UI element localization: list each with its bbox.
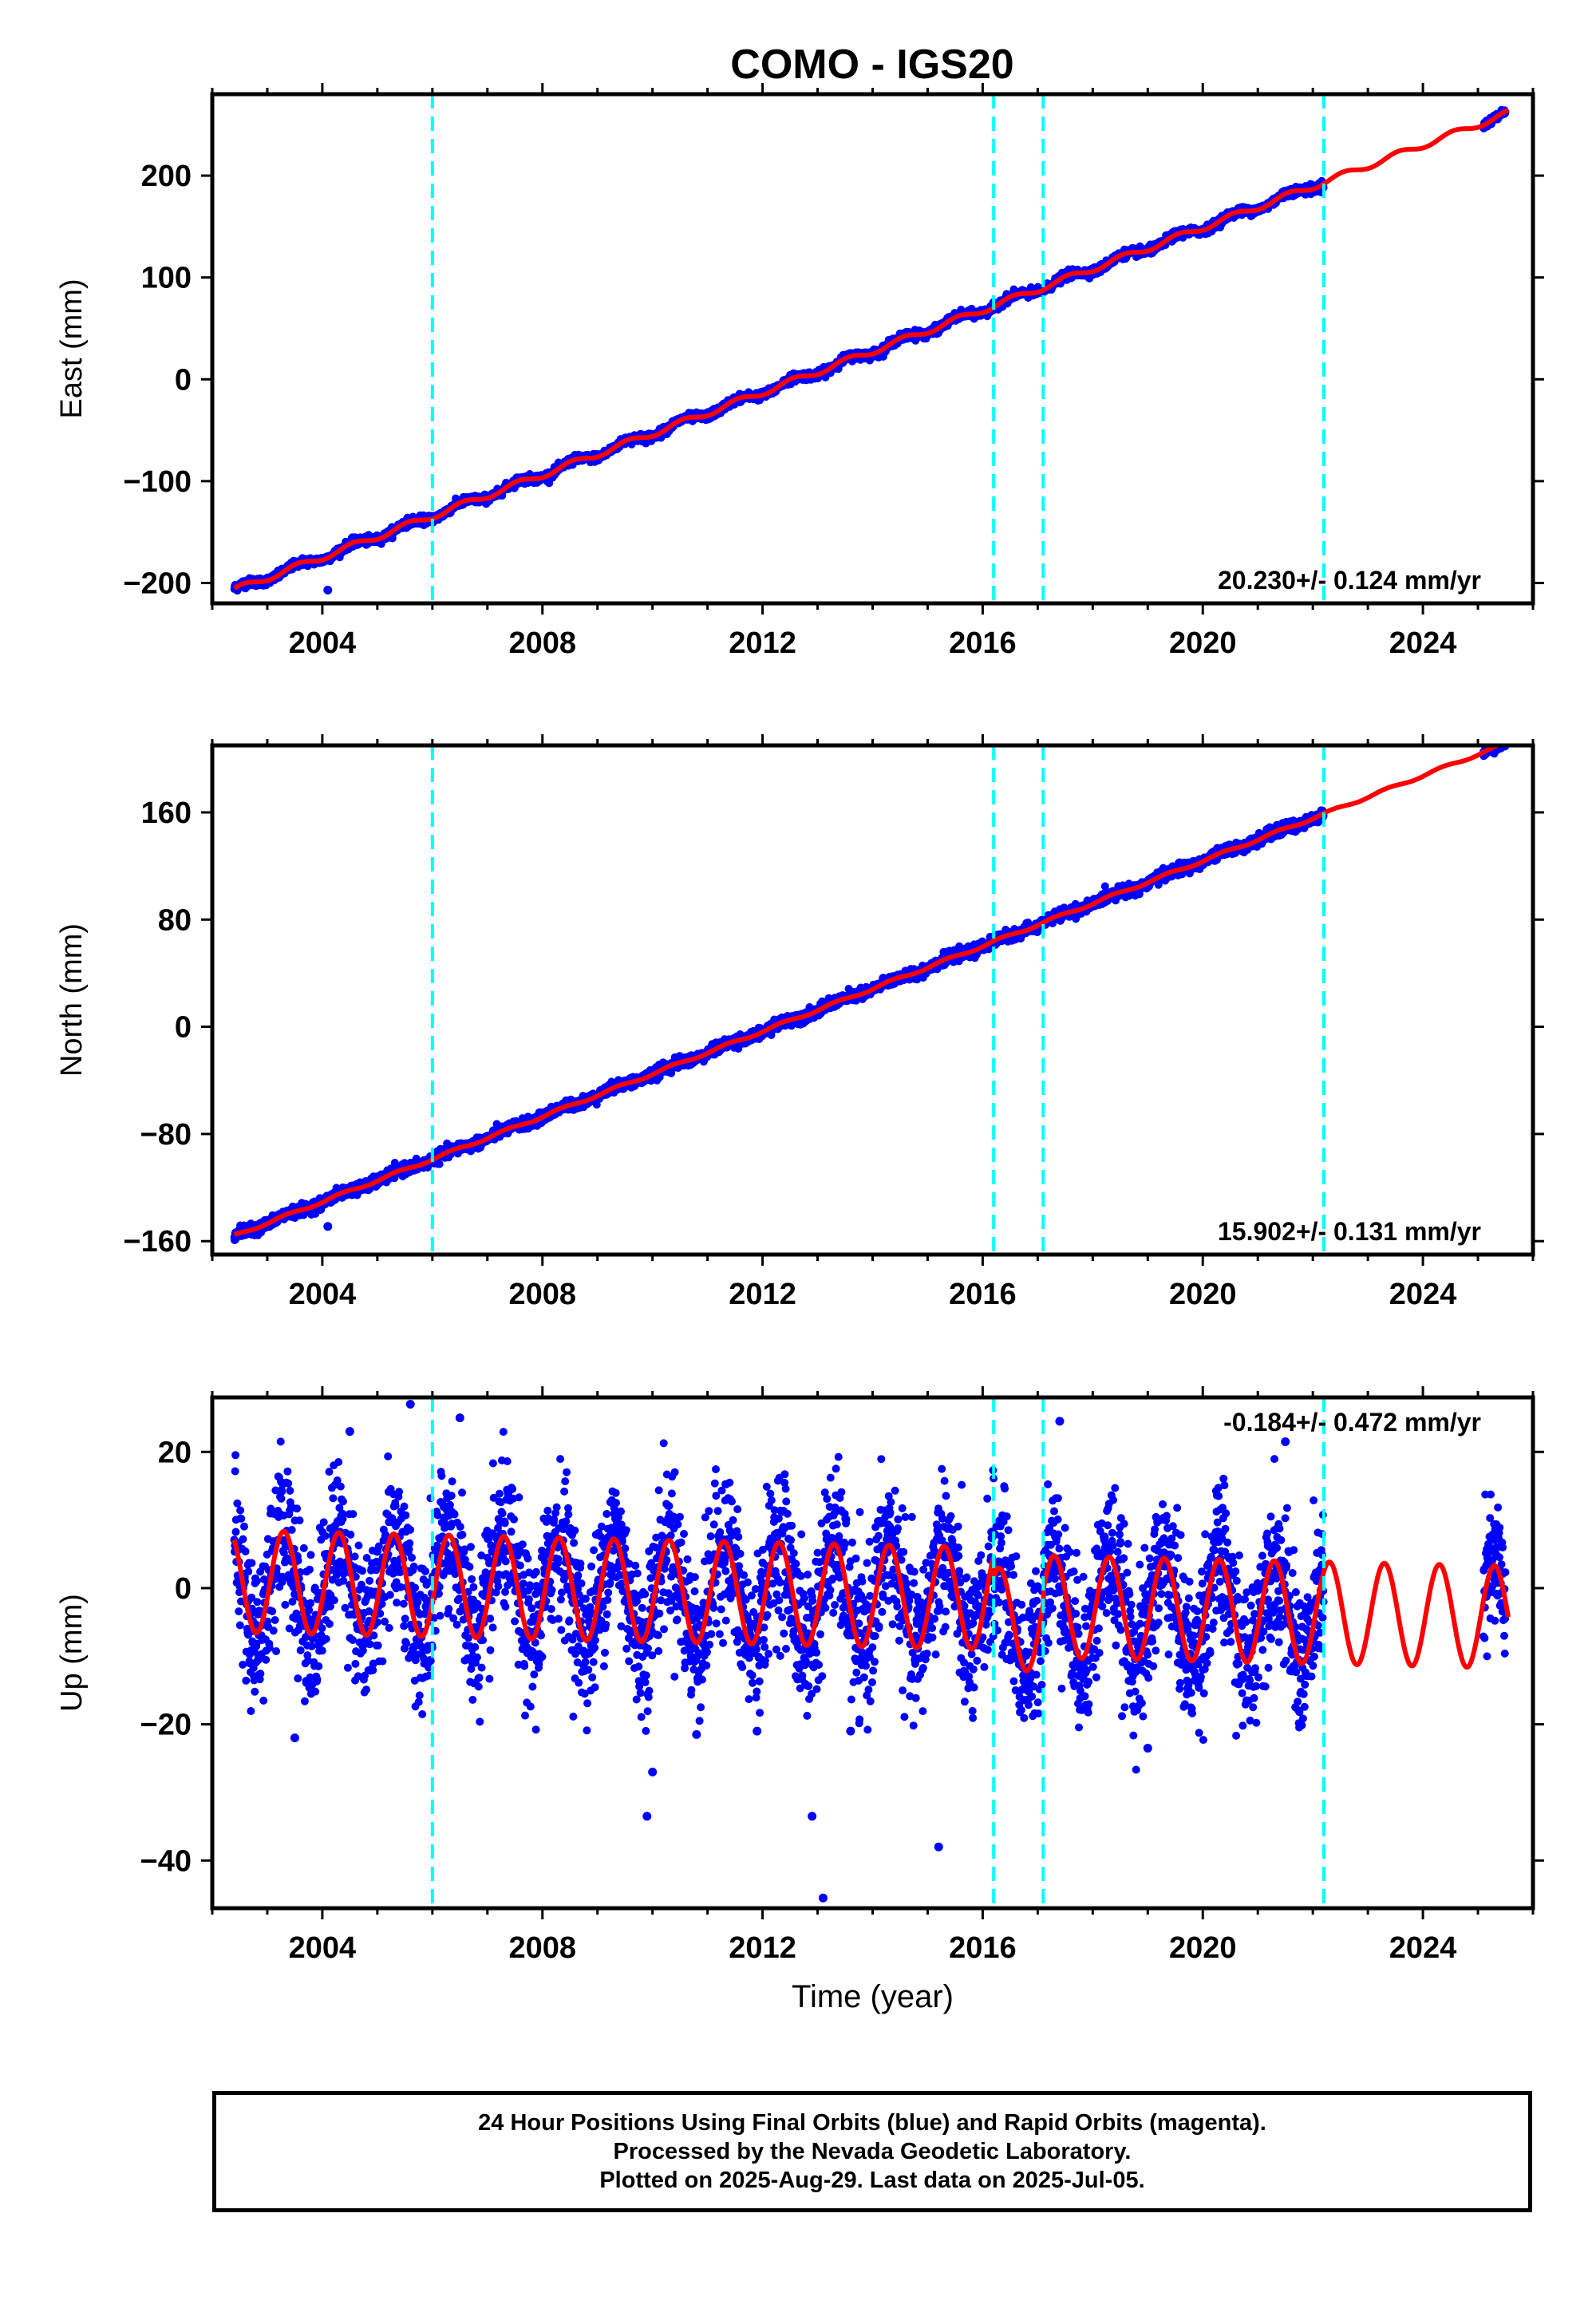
chart-title: COMO - IGS20 <box>730 41 1013 88</box>
panel-east: 2004 2008 2012 2016 2020 2024 −200 −100 0 100 200 E… <box>55 83 1544 660</box>
plot-area-north <box>230 745 1510 1244</box>
plot-area-east <box>230 105 1511 595</box>
y-tick-label: 100 <box>141 262 192 295</box>
outlier-point <box>323 585 333 595</box>
x-tick-label: 2008 <box>508 626 576 660</box>
y-tick-label: −100 <box>123 465 192 499</box>
x-tick-label: 2024 <box>1389 626 1457 660</box>
x-tick-label: 2016 <box>949 626 1017 660</box>
rate-label: 20.230+/- 0.124 mm/yr <box>1218 566 1481 595</box>
x-tick-label: 2020 <box>1169 626 1237 660</box>
y-axis-label: East (mm) <box>55 279 89 418</box>
y-tick-label: 200 <box>141 160 192 193</box>
x-tick-label: 2004 <box>289 626 357 660</box>
data-point <box>435 1160 444 1168</box>
x-tick-label: 2012 <box>729 626 796 660</box>
y-tick-label: 0 <box>175 363 192 397</box>
panel-north: 2004 2008 2012 2016 2020 2024−160−80080160Nor… <box>55 734 1544 1311</box>
y-tick-label: −200 <box>123 567 192 600</box>
